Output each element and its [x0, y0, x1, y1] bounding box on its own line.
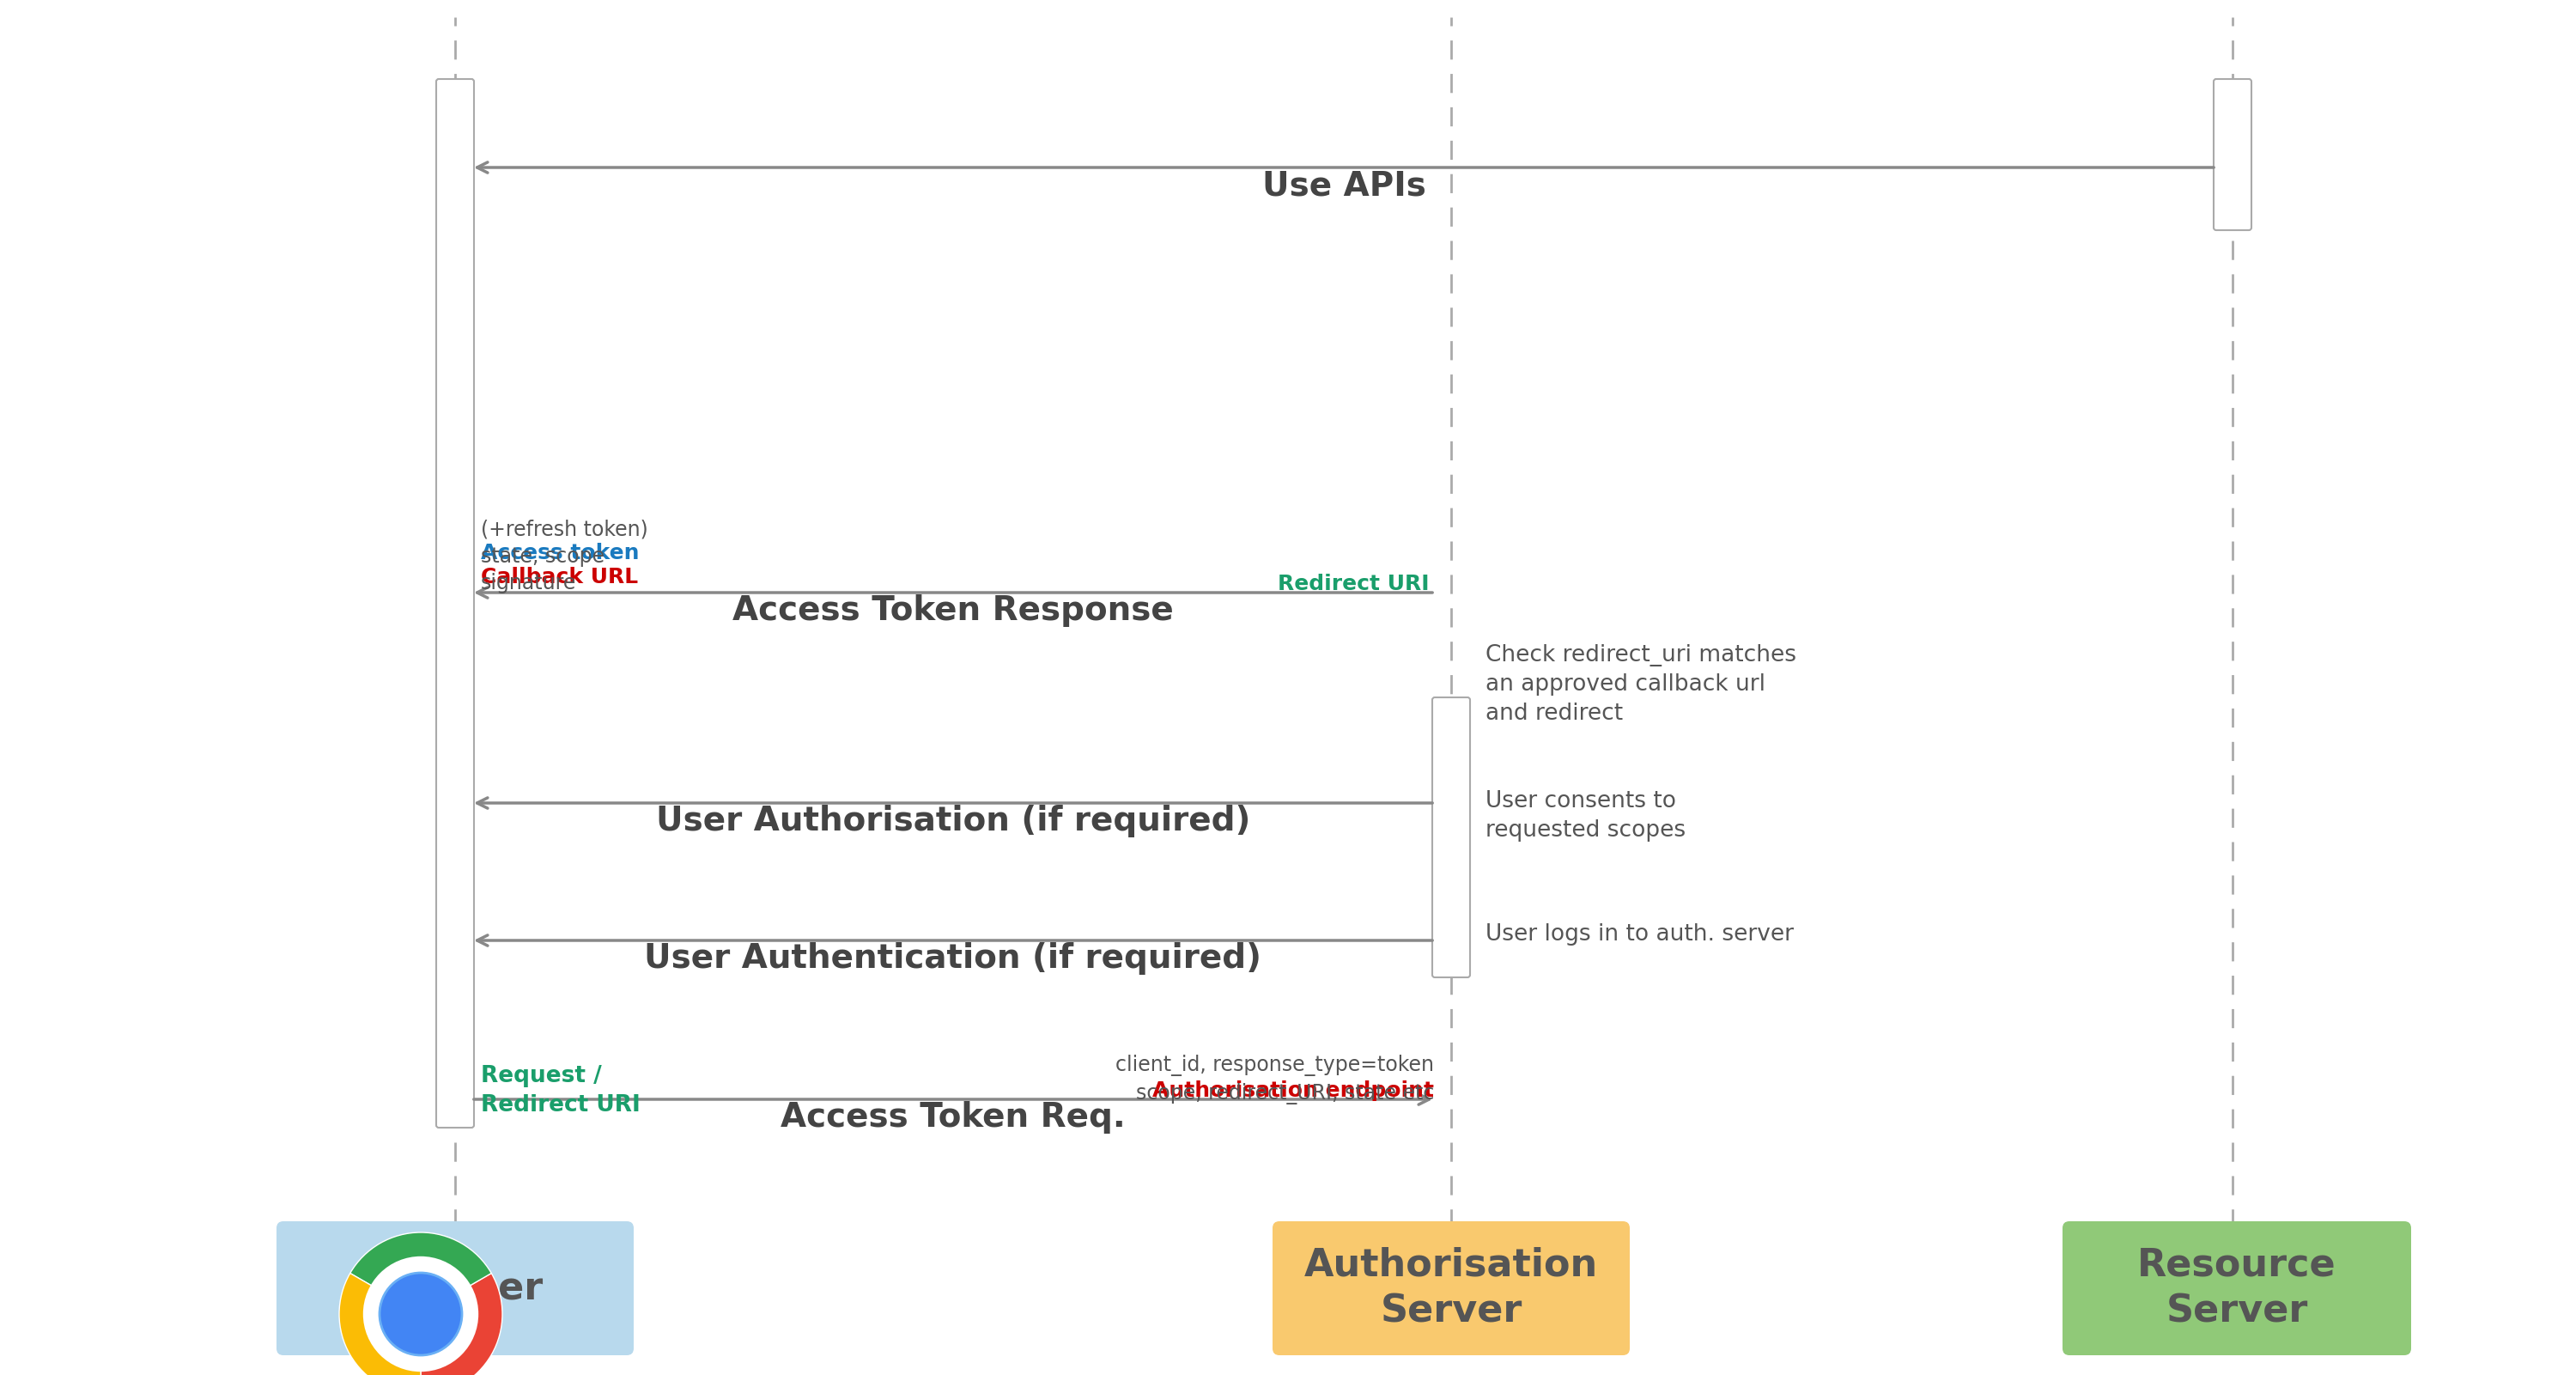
- Text: User Authorisation (if required): User Authorisation (if required): [657, 804, 1249, 837]
- Circle shape: [363, 1257, 479, 1372]
- Text: client_id, response_type=token
scope, redirect_URI, state etc: client_id, response_type=token scope, re…: [1115, 1055, 1435, 1104]
- Text: User Authentication (if required): User Authentication (if required): [644, 942, 1262, 975]
- FancyBboxPatch shape: [1432, 697, 1471, 978]
- Circle shape: [379, 1273, 461, 1356]
- FancyBboxPatch shape: [2063, 1221, 2411, 1356]
- FancyBboxPatch shape: [276, 1221, 634, 1356]
- Text: Use APIs: Use APIs: [1262, 169, 1425, 202]
- Wedge shape: [340, 1273, 420, 1375]
- Text: Access token: Access token: [482, 543, 639, 564]
- Text: Browser: Browser: [366, 1269, 544, 1306]
- Wedge shape: [420, 1273, 502, 1375]
- FancyBboxPatch shape: [435, 78, 474, 1128]
- Text: Authorisation
Server: Authorisation Server: [1303, 1247, 1597, 1330]
- Text: User logs in to auth. server: User logs in to auth. server: [1486, 923, 1793, 946]
- Text: (+refresh token)
state, scope
signature: (+refresh token) state, scope signature: [482, 518, 649, 594]
- Text: Request /
Redirect URI: Request / Redirect URI: [482, 1066, 641, 1117]
- Wedge shape: [350, 1232, 492, 1290]
- Text: Callback URL: Callback URL: [482, 566, 639, 587]
- FancyBboxPatch shape: [1273, 1221, 1631, 1356]
- Text: Check redirect_uri matches
an approved callback url
and redirect: Check redirect_uri matches an approved c…: [1486, 644, 1795, 725]
- FancyBboxPatch shape: [2213, 78, 2251, 230]
- Text: Redirect URI: Redirect URI: [1278, 573, 1430, 594]
- Text: Access Token Response: Access Token Response: [732, 594, 1175, 627]
- Text: Resource
Server: Resource Server: [2138, 1247, 2336, 1330]
- Text: Access Token Req.: Access Token Req.: [781, 1101, 1126, 1133]
- Text: Authorisation endpoint: Authorisation endpoint: [1151, 1081, 1435, 1101]
- Text: User consents to
requested scopes: User consents to requested scopes: [1486, 791, 1685, 842]
